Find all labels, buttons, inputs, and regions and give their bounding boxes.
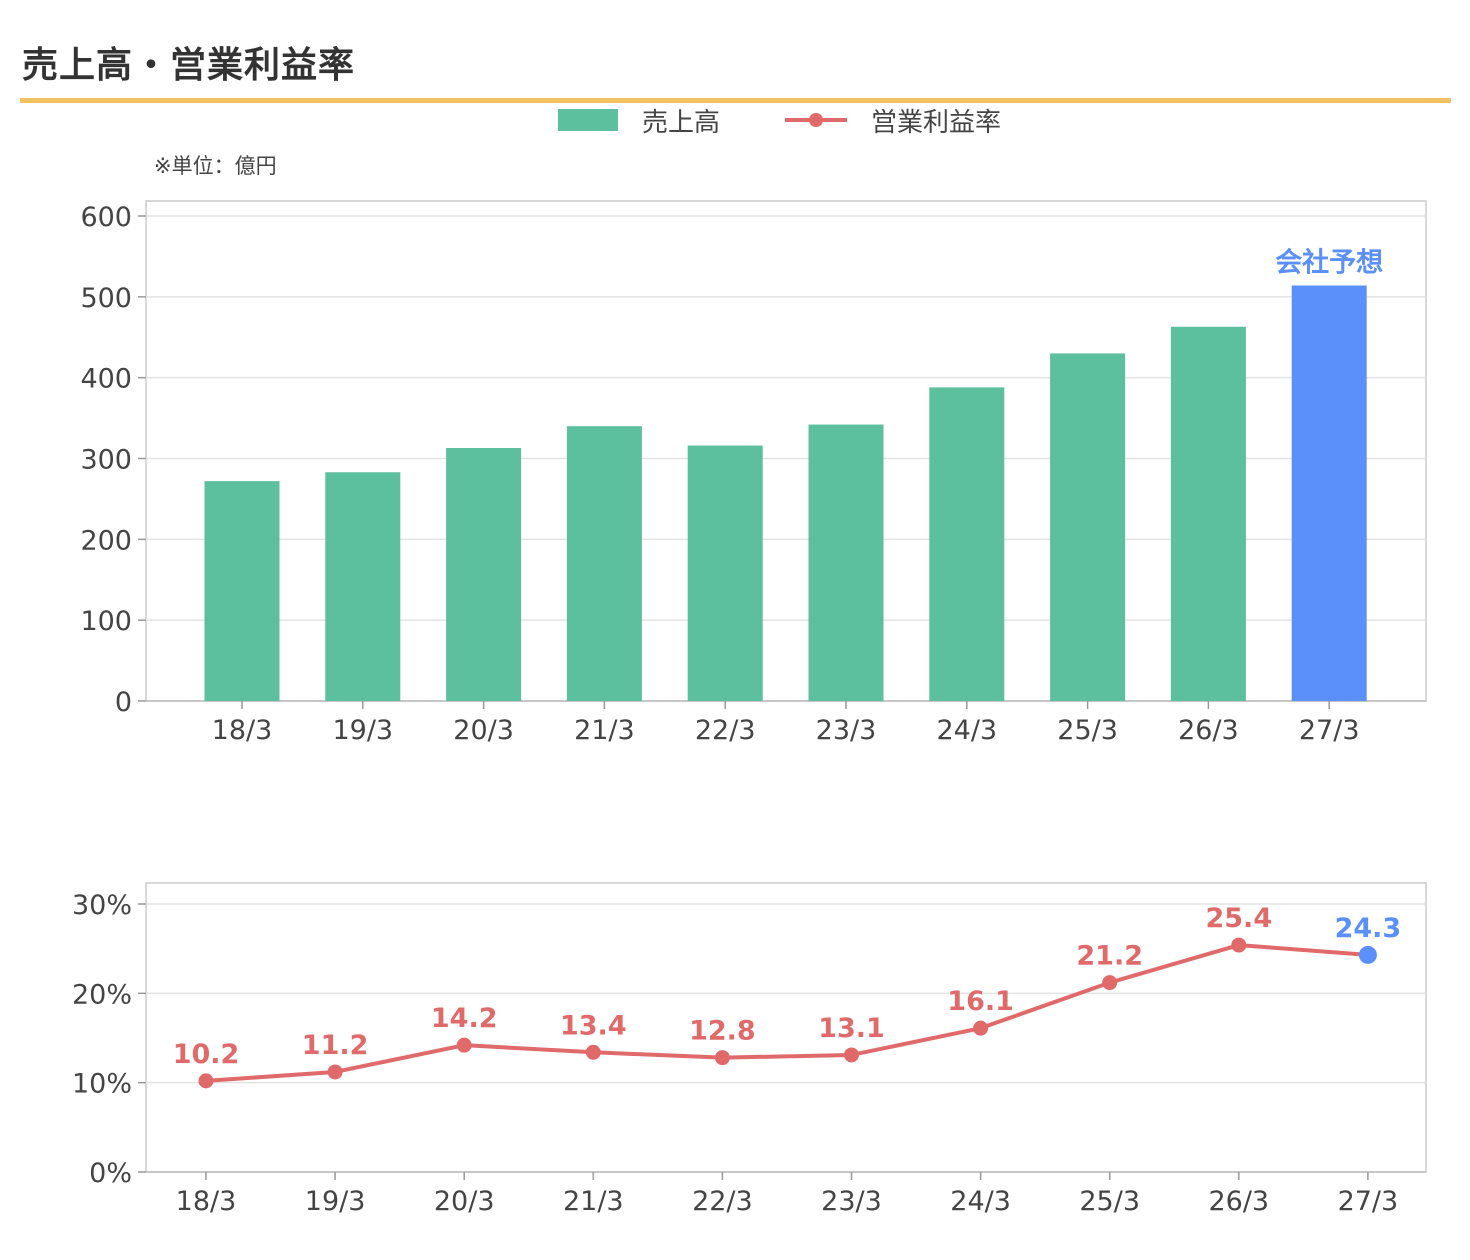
- bar-xtick-label: 25/3: [1057, 715, 1118, 746]
- margin-value-label: 10.2: [173, 1039, 240, 1070]
- line-xtick-label: 18/3: [176, 1186, 237, 1217]
- bar-xtick-label: 24/3: [936, 715, 997, 746]
- bar-xtick-label: 21/3: [574, 715, 635, 746]
- forecast-label: 会社予想: [1275, 247, 1383, 279]
- line-xtick-label: 19/3: [305, 1186, 366, 1217]
- margin-point: [714, 1050, 730, 1066]
- chart-title: 売上高・営業利益率: [22, 45, 356, 86]
- margin-value-label: 24.3: [1335, 913, 1402, 944]
- margin-value-label: 11.2: [302, 1030, 369, 1061]
- unit-note: ※単位：億円: [154, 154, 277, 178]
- margin-value-label: 13.4: [560, 1010, 627, 1041]
- bar-ytick-label: 400: [80, 364, 132, 395]
- bar-xtick-label: 19/3: [332, 715, 393, 746]
- margin-series-line: [205, 943, 1369, 1083]
- line-xtick-label: 20/3: [434, 1186, 495, 1217]
- legend-swatch-sales: [558, 109, 618, 131]
- line-xtick-label: 25/3: [1079, 1186, 1140, 1217]
- bar-xtick-label: 20/3: [453, 715, 514, 746]
- bar-ytick-label: 300: [80, 445, 132, 476]
- bar: [1170, 326, 1246, 701]
- bar-ytick-label: 500: [80, 283, 132, 314]
- bar-xtick-label: 22/3: [695, 715, 756, 746]
- title-underline: [20, 98, 1451, 103]
- bar-ytick-label: 100: [80, 606, 132, 637]
- bar-forecast: [1291, 285, 1367, 701]
- line-xtick-label: 23/3: [821, 1186, 882, 1217]
- bar-xtick-label: 23/3: [816, 715, 877, 746]
- bar: [687, 445, 763, 701]
- margin-value-label: 16.1: [947, 986, 1014, 1017]
- bar: [446, 447, 522, 701]
- margin-value-label: 13.1: [818, 1013, 885, 1044]
- line-ytick-label: 20%: [72, 979, 132, 1010]
- line-ytick-label: 30%: [72, 890, 132, 921]
- legend-line-margin: [785, 109, 847, 131]
- margin-point: [1102, 975, 1118, 991]
- legend-label-sales: 売上高: [642, 107, 721, 138]
- margin-value-label: 25.4: [1205, 903, 1272, 934]
- margin-value-label: 21.2: [1076, 941, 1143, 972]
- bar: [325, 472, 401, 701]
- legend-item-margin[interactable]: 営業利益率: [785, 100, 1001, 140]
- bar-ytick-label: 0: [115, 687, 132, 718]
- bar-ytick-label: 600: [80, 202, 132, 233]
- margin-point: [973, 1020, 989, 1036]
- legend-label-margin: 営業利益率: [871, 107, 1002, 138]
- line-xtick-label: 24/3: [950, 1186, 1011, 1217]
- line-xtick-label: 21/3: [563, 1186, 624, 1217]
- margin-value-label: 12.8: [689, 1016, 756, 1047]
- margin-point: [585, 1044, 601, 1060]
- margin-point: [844, 1047, 859, 1063]
- bar-xtick-label: 27/3: [1299, 715, 1360, 746]
- legend-item-sales[interactable]: 売上高: [558, 100, 720, 140]
- bar-xtick-label: 26/3: [1178, 715, 1239, 746]
- margin-point: [456, 1037, 472, 1053]
- margin-point: [198, 1073, 214, 1089]
- line-xtick-label: 27/3: [1338, 1186, 1399, 1217]
- line-xtick-label: 22/3: [692, 1186, 753, 1217]
- bar: [929, 387, 1005, 701]
- line-ytick-label: 10%: [72, 1069, 132, 1100]
- legend: 売上高 営業利益率: [0, 100, 1470, 140]
- margin-point: [327, 1064, 343, 1080]
- bar: [808, 424, 884, 701]
- bar: [204, 481, 280, 701]
- bar-xtick-label: 18/3: [212, 715, 273, 746]
- bar: [1050, 353, 1126, 701]
- margin-point-forecast: [1358, 945, 1377, 964]
- bar: [566, 426, 642, 701]
- line-xtick-label: 26/3: [1208, 1186, 1269, 1217]
- line-ytick-label: 0%: [89, 1158, 132, 1189]
- sales-bar-chart: 0 100 200 300 400 500 600 18/3 19/3 20/3 21/3 22/3 2…: [80, 200, 1427, 746]
- bar-ytick-label: 200: [80, 525, 132, 556]
- margin-point: [1231, 937, 1247, 953]
- margin-value-label: 14.2: [431, 1003, 498, 1034]
